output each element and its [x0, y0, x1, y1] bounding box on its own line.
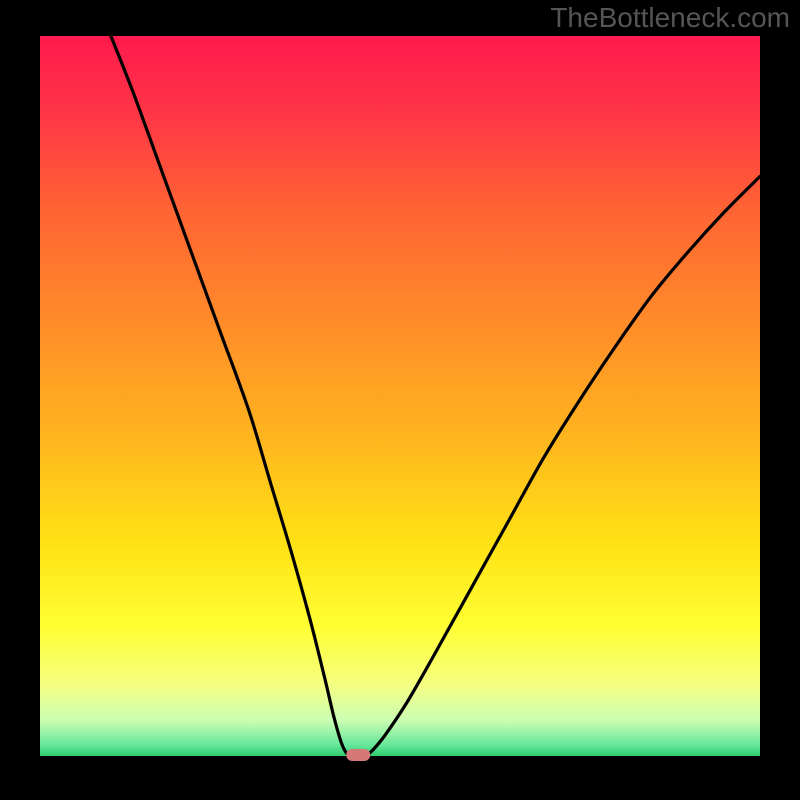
- chart-container: TheBottleneck.com: [0, 0, 800, 800]
- plot-background: [40, 36, 760, 756]
- minimum-marker: [346, 749, 370, 761]
- watermark-text: TheBottleneck.com: [550, 2, 790, 34]
- chart-svg: [0, 0, 800, 800]
